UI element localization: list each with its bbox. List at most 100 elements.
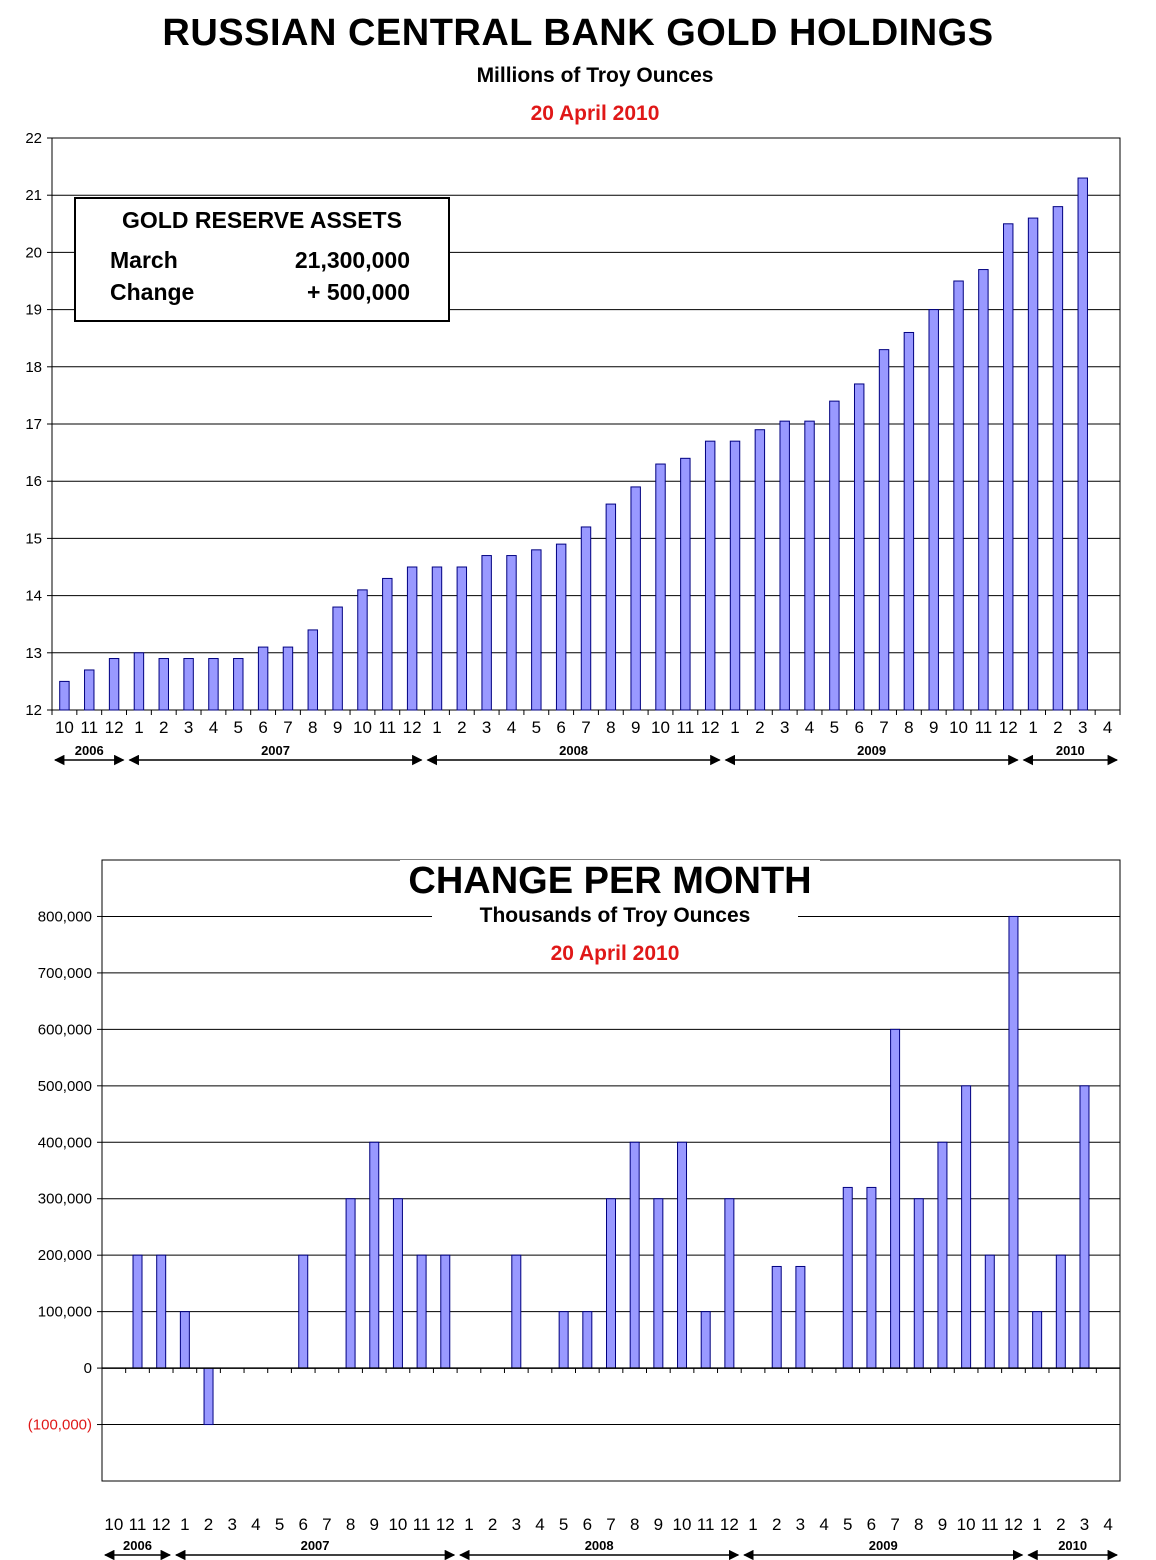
bar: [680, 457, 691, 711]
bar: [1027, 217, 1039, 711]
bar: [1032, 1311, 1043, 1369]
change-chart-date: 20 April 2010: [550, 942, 680, 965]
bar: [724, 1198, 735, 1369]
bar: [829, 400, 840, 711]
x-tick-label: 6: [867, 1515, 876, 1534]
bar: [700, 1311, 711, 1369]
y-tick-label: 22: [25, 130, 42, 147]
legend-row-march: March 21,300,000: [110, 247, 410, 274]
y-tick-label: 17: [25, 416, 42, 433]
x-tick-label: 10: [388, 1515, 407, 1534]
bar: [203, 1367, 214, 1426]
bar: [605, 503, 617, 711]
y-tick-label: 200,000: [38, 1247, 92, 1264]
bar: [59, 680, 70, 711]
x-tick-label: 8: [346, 1515, 355, 1534]
x-tick-label: 9: [654, 1515, 663, 1534]
x-tick-label: 12: [1004, 1515, 1023, 1534]
x-tick-label: 9: [929, 718, 938, 737]
x-tick-label: 3: [227, 1515, 236, 1534]
x-tick-label: 6: [583, 1515, 592, 1534]
x-tick-label: 8: [630, 1515, 639, 1534]
change-chart-subtitle: Thousands of Troy Ounces: [432, 904, 798, 928]
bar: [369, 1141, 380, 1369]
x-tick-label: 9: [631, 718, 640, 737]
bar: [754, 429, 766, 711]
year-label: 2006: [75, 743, 104, 758]
bar: [903, 331, 915, 711]
chart-title: RUSSIAN CENTRAL BANK GOLD HOLDINGS: [162, 12, 994, 54]
x-tick-label: 11: [413, 1515, 431, 1534]
legend-change-value: + 500,000: [307, 279, 410, 305]
y-tick-label: 500,000: [38, 1078, 92, 1095]
x-tick-label: 8: [606, 718, 615, 737]
bar: [729, 440, 741, 711]
y-tick-label: 12: [25, 702, 42, 719]
bar: [842, 1186, 853, 1369]
x-tick-label: 7: [581, 718, 590, 737]
bar: [1055, 1254, 1066, 1369]
x-tick-label: 4: [819, 1515, 828, 1534]
bar: [156, 1254, 167, 1369]
x-tick-label: 3: [482, 718, 491, 737]
bar: [133, 652, 145, 711]
bar: [233, 658, 244, 711]
y-tick-label: 600,000: [38, 1021, 92, 1038]
x-tick-label: 11: [981, 1515, 999, 1534]
year-label: 2008: [559, 743, 588, 758]
bar: [481, 555, 492, 711]
chart-date: 20 April 2010: [530, 102, 660, 125]
gold-reserve-legend: GOLD RESERVE ASSETS March 21,300,000 Cha…: [74, 197, 450, 322]
legend-row-change: Change + 500,000: [110, 279, 410, 306]
x-tick-label: 8: [308, 718, 317, 737]
bar: [953, 280, 964, 711]
chart-subtitle: Millions of Troy Ounces: [476, 64, 714, 87]
bar: [345, 1198, 356, 1369]
x-tick-label: 2: [1056, 1515, 1065, 1534]
bar: [1077, 177, 1088, 711]
year-label: 2010: [1056, 743, 1085, 758]
x-tick-label: 12: [152, 1515, 171, 1534]
bar: [853, 383, 865, 711]
year-label: 2008: [585, 1538, 614, 1553]
bar: [866, 1186, 877, 1369]
x-tick-label: 3: [1078, 718, 1087, 737]
bar: [179, 1311, 190, 1369]
bar: [606, 1198, 616, 1369]
year-label: 2006: [123, 1538, 152, 1553]
x-tick-label: 10: [949, 718, 968, 737]
x-tick-label: 11: [677, 718, 695, 737]
x-tick-label: 2: [159, 718, 168, 737]
x-tick-label: 1: [464, 1515, 473, 1534]
y-tick-label: 21: [25, 187, 42, 204]
bar: [208, 658, 219, 711]
x-tick-label: 3: [184, 718, 193, 737]
x-tick-label: 2: [772, 1515, 781, 1534]
x-tick-label: 12: [720, 1515, 739, 1534]
x-tick-label: 10: [673, 1515, 692, 1534]
bar: [653, 1198, 664, 1369]
bar: [771, 1265, 782, 1369]
x-tick-label: 9: [938, 1515, 947, 1534]
bar: [1008, 915, 1019, 1369]
x-tick-label: 7: [890, 1515, 899, 1534]
x-tick-label: 2: [1053, 718, 1062, 737]
year-label: 2009: [857, 743, 886, 758]
x-tick-label: 12: [701, 718, 720, 737]
plot-area: [101, 859, 1121, 1482]
x-tick-label: 1: [1028, 718, 1037, 737]
x-tick-label: 12: [436, 1515, 455, 1534]
y-tick-label: 800,000: [38, 908, 92, 925]
x-tick-label: 8: [914, 1515, 923, 1534]
x-tick-label: 11: [697, 1515, 715, 1534]
bar: [984, 1254, 995, 1369]
x-tick-label: 10: [55, 718, 74, 737]
bar: [357, 589, 368, 711]
bar: [282, 646, 294, 711]
x-tick-label: 1: [134, 718, 143, 737]
x-tick-label: 9: [333, 718, 342, 737]
x-tick-label: 11: [975, 718, 993, 737]
bar: [392, 1198, 403, 1369]
bar: [913, 1198, 924, 1369]
bar: [878, 349, 890, 711]
